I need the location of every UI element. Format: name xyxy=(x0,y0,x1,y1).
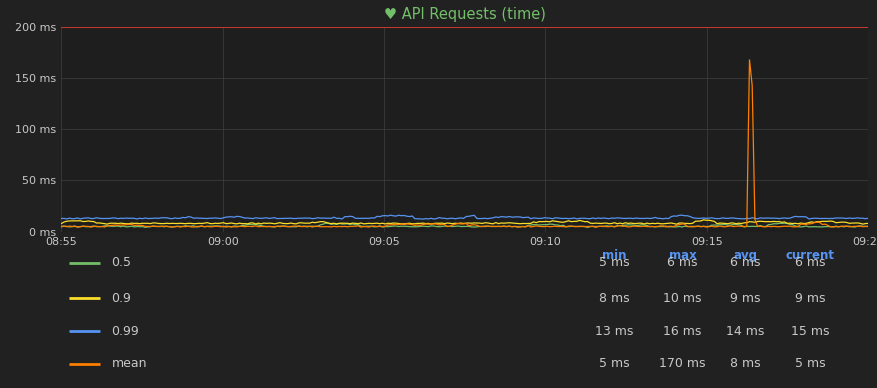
Text: 9 ms: 9 ms xyxy=(731,292,761,305)
Text: 16 ms: 16 ms xyxy=(664,325,702,338)
Title: ♥ API Requests (time): ♥ API Requests (time) xyxy=(384,7,545,22)
Text: 0.99: 0.99 xyxy=(111,325,139,338)
Text: 14 ms: 14 ms xyxy=(726,325,765,338)
Text: 8 ms: 8 ms xyxy=(599,292,630,305)
Text: 6 ms: 6 ms xyxy=(731,256,761,269)
Text: 6 ms: 6 ms xyxy=(667,256,698,269)
Text: max: max xyxy=(669,249,696,262)
Text: 5 ms: 5 ms xyxy=(599,256,630,269)
Text: 5 ms: 5 ms xyxy=(795,357,825,371)
Text: current: current xyxy=(786,249,835,262)
Text: mean: mean xyxy=(111,357,147,371)
Text: 6 ms: 6 ms xyxy=(795,256,825,269)
Text: min: min xyxy=(602,249,626,262)
Text: 9 ms: 9 ms xyxy=(795,292,825,305)
Text: 0.9: 0.9 xyxy=(111,292,132,305)
Text: avg: avg xyxy=(733,249,758,262)
Text: 10 ms: 10 ms xyxy=(663,292,702,305)
Text: 170 ms: 170 ms xyxy=(660,357,706,371)
Text: 15 ms: 15 ms xyxy=(791,325,830,338)
Text: 5 ms: 5 ms xyxy=(599,357,630,371)
Text: 0.5: 0.5 xyxy=(111,256,132,269)
Text: 8 ms: 8 ms xyxy=(731,357,761,371)
Text: 13 ms: 13 ms xyxy=(595,325,633,338)
